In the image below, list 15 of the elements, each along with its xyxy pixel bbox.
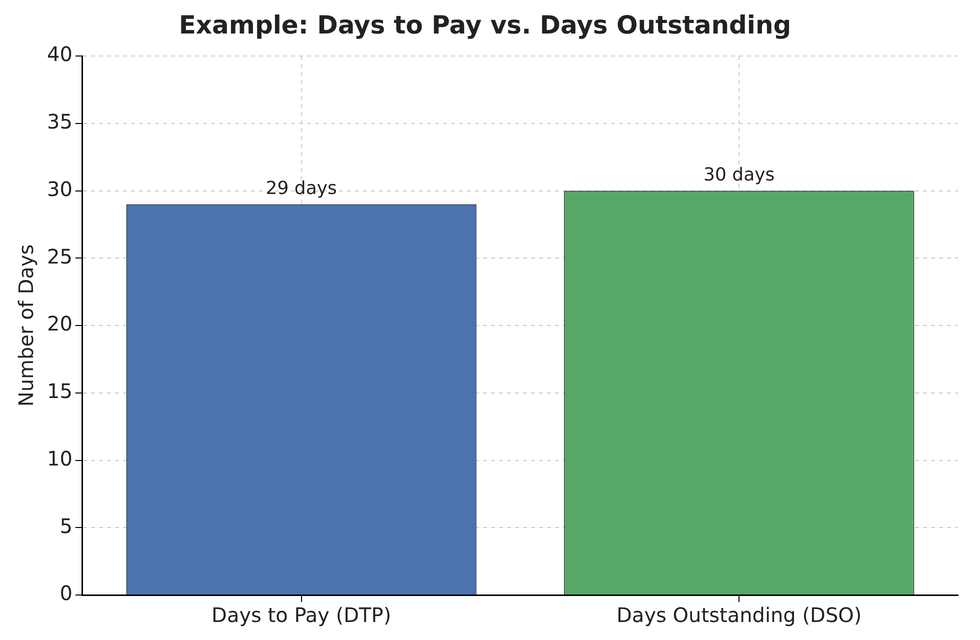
y-tick-label: 30 [46,176,72,201]
y-tick-label: 40 [46,42,72,66]
y-axis-title: Number of Days [14,244,38,407]
data-label: 30 days [704,164,775,186]
chart-title: Example: Days to Pay vs. Days Outstanding [178,10,792,40]
x-tick-label: Days Outstanding (DSO) [616,603,862,628]
x-tick-label: Days to Pay (DTP) [212,603,392,628]
y-tick-label: 10 [46,446,72,470]
data-label: 29 days [266,178,337,199]
y-tick-label: 35 [46,110,72,134]
y-tick-label: 25 [46,244,72,268]
y-tick-label: 5 [60,514,72,538]
y-tick-label: 0 [60,581,72,606]
y-tick-label: 20 [46,312,72,336]
y-tick-label: 15 [46,379,72,404]
